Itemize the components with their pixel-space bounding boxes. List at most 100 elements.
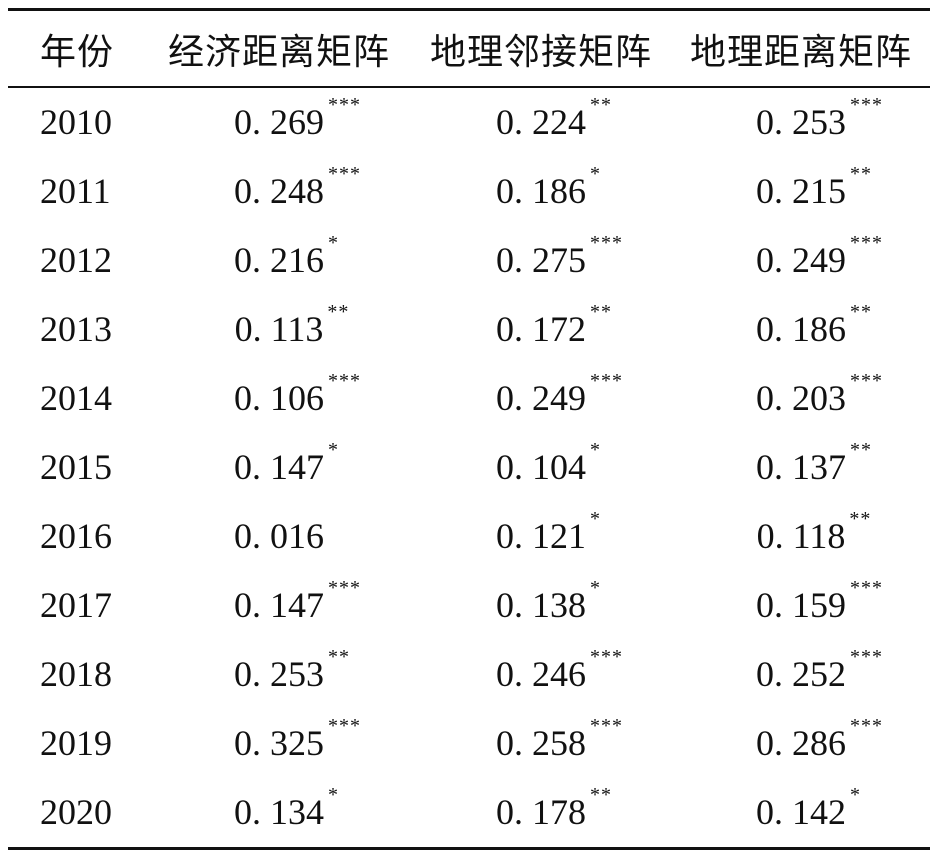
coefficient-value: 0. 215 (756, 171, 846, 211)
significance-stars: ** (590, 94, 612, 116)
geographic-adjacency-cell: 0. 186 * (410, 164, 672, 212)
coefficient: 0. 142 * (756, 785, 860, 833)
significance-stars: ** (850, 439, 872, 461)
coefficient-value: 0. 142 (756, 792, 846, 832)
significance-stars: *** (328, 94, 361, 116)
coefficient: 0. 249 *** (756, 233, 882, 281)
significance-stars: ** (327, 301, 350, 323)
table-row: 2014 0. 106 *** 0. 249 *** 0. 203 *** (8, 364, 930, 433)
significance-stars: *** (590, 715, 623, 737)
coefficient: 0. 253 ** (234, 647, 349, 695)
coefficient-value: 0. 216 (234, 240, 324, 280)
significance-stars: * (590, 508, 601, 530)
geographic-adjacency-cell: 0. 121 * (410, 509, 672, 557)
significance-stars: *** (590, 370, 623, 392)
geographic-adjacency-cell: 0. 138 * (410, 578, 672, 626)
coefficient-value: 0. 104 (496, 447, 586, 487)
significance-stars: * (328, 784, 339, 806)
header-geographic-distance-matrix: 地理距离矩阵 (689, 31, 912, 73)
economic-distance-cell: 0. 134 * (148, 785, 410, 833)
economic-distance-cell: 0. 106 *** (148, 371, 410, 419)
significance-stars: * (850, 784, 861, 806)
coefficient: 0. 178 ** (496, 785, 611, 833)
significance-stars: * (328, 232, 339, 254)
significance-stars: *** (850, 232, 883, 254)
coefficient-value: 0. 118 (756, 516, 846, 556)
coefficient: 0. 118 ** (756, 509, 871, 557)
table-body: 2010 0. 269 *** 0. 224 ** 0. 253 *** 2011 0. 248… (8, 88, 930, 847)
coefficient: 0. 104 * (496, 440, 600, 488)
coefficient-value: 0. 137 (756, 447, 846, 487)
significance-stars: * (328, 439, 339, 461)
coefficient-value: 0. 186 (496, 171, 586, 211)
coefficient-value: 0. 203 (756, 378, 846, 418)
coefficient-value: 0. 147 (234, 585, 324, 625)
coefficient-value: 0. 253 (756, 102, 846, 142)
significance-stars: *** (850, 577, 883, 599)
header-geographic-adjacency-matrix: 地理邻接矩阵 (429, 31, 652, 73)
economic-distance-cell: 0. 113 ** (148, 302, 410, 350)
coefficient-value: 0. 258 (496, 723, 586, 763)
coefficient: 0. 147 * (234, 440, 338, 488)
coefficient: 0. 172 ** (496, 302, 611, 350)
significance-stars: *** (328, 715, 361, 737)
geographic-adjacency-cell: 0. 224 ** (410, 95, 672, 143)
coefficient: 0. 215 ** (756, 164, 871, 212)
coefficient-value: 0. 147 (234, 447, 324, 487)
economic-distance-cell: 0. 147 *** (148, 578, 410, 626)
geographic-adjacency-cell: 0. 249 *** (410, 371, 672, 419)
coefficient: 0. 106 *** (234, 371, 360, 419)
coefficient: 0. 137 ** (756, 440, 871, 488)
coefficient: 0. 113 ** (234, 302, 349, 350)
table-row: 2011 0. 248 *** 0. 186 * 0. 215 ** (8, 157, 930, 226)
geographic-distance-cell: 0. 286 *** (672, 716, 930, 764)
coefficient: 0. 249 *** (496, 371, 622, 419)
economic-distance-cell: 0. 248 *** (148, 164, 410, 212)
year-cell: 2013 (40, 309, 112, 349)
significance-stars: *** (850, 370, 883, 392)
significance-stars: ** (850, 301, 872, 323)
header-row: 年份 经济距离矩阵 地理邻接矩阵 地理距离矩阵 (8, 11, 930, 86)
table-row: 2019 0. 325 *** 0. 258 *** 0. 286 *** (8, 709, 930, 778)
significance-stars: *** (328, 577, 361, 599)
year-cell: 2015 (40, 447, 112, 487)
table-row: 2017 0. 147 *** 0. 138 * 0. 159 *** (8, 571, 930, 640)
coefficient: 0. 252 *** (756, 647, 882, 695)
coefficient-value: 0. 178 (496, 792, 586, 832)
geographic-distance-cell: 0. 137 ** (672, 440, 930, 488)
year-cell: 2019 (40, 723, 112, 763)
year-cell: 2020 (40, 792, 112, 832)
table-row: 2012 0. 216 * 0. 275 *** 0. 249 *** (8, 226, 930, 295)
economic-distance-cell: 0. 147 * (148, 440, 410, 488)
geographic-distance-cell: 0. 186 ** (672, 302, 930, 350)
coefficient: 0. 216 * (234, 233, 338, 281)
significance-stars: * (590, 439, 601, 461)
coefficient-value: 0. 249 (496, 378, 586, 418)
year-cell: 2011 (40, 171, 111, 211)
coefficient: 0. 186 ** (756, 302, 871, 350)
significance-stars: ** (328, 646, 350, 668)
significance-stars: ** (590, 301, 612, 323)
geographic-adjacency-cell: 0. 172 ** (410, 302, 672, 350)
significance-stars: ** (590, 784, 612, 806)
header-economic-distance-matrix: 经济距离矩阵 (167, 31, 390, 73)
year-cell: 2017 (40, 585, 112, 625)
coefficient: 0. 159 *** (756, 578, 882, 626)
geographic-distance-cell: 0. 249 *** (672, 233, 930, 281)
significance-stars: *** (590, 646, 623, 668)
coefficient: 0. 275 *** (496, 233, 622, 281)
significance-stars: *** (328, 163, 361, 185)
geographic-distance-cell: 0. 252 *** (672, 647, 930, 695)
coefficient-value: 0. 113 (234, 309, 324, 349)
economic-distance-cell: 0. 216 * (148, 233, 410, 281)
geographic-adjacency-cell: 0. 178 ** (410, 785, 672, 833)
coefficient: 0. 269 *** (234, 95, 360, 143)
geographic-distance-cell: 0. 118 ** (672, 509, 930, 557)
economic-distance-cell: 0. 269 *** (148, 95, 410, 143)
geographic-distance-cell: 0. 142 * (672, 785, 930, 833)
year-cell: 2014 (40, 378, 112, 418)
year-cell: 2018 (40, 654, 112, 694)
year-cell: 2010 (40, 102, 112, 142)
coefficient: 0. 203 *** (756, 371, 882, 419)
bottom-rule (8, 846, 930, 850)
